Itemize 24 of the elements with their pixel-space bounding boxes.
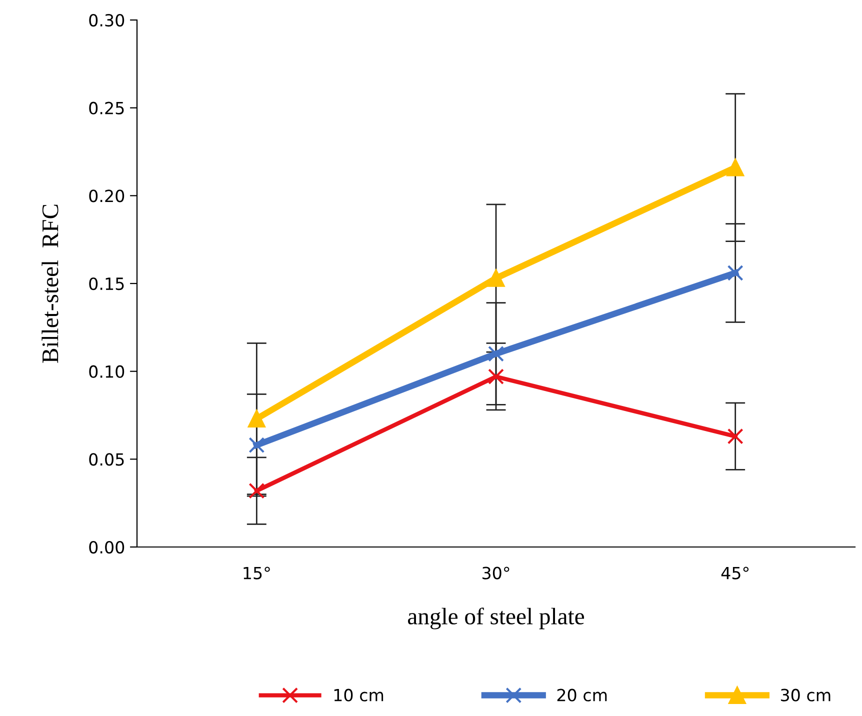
y-tick-label: 0.15 bbox=[89, 277, 124, 290]
point bbox=[727, 428, 744, 444]
point bbox=[488, 368, 504, 385]
legend-label: 30 cm bbox=[780, 688, 830, 702]
point bbox=[487, 270, 505, 287]
y-tick-label: 0.00 bbox=[89, 540, 124, 554]
point bbox=[248, 410, 266, 428]
point bbox=[726, 158, 744, 176]
y-tick-label: 0.05 bbox=[89, 453, 124, 466]
y-tick-label: 0.10 bbox=[89, 365, 124, 378]
x-tick-label: 45° bbox=[721, 566, 749, 580]
legend-label: 20 cm bbox=[557, 688, 607, 702]
x-tick-label: 30° bbox=[482, 566, 510, 580]
point bbox=[727, 264, 744, 281]
y-tick-label: 0.25 bbox=[89, 102, 124, 114]
point bbox=[248, 437, 265, 454]
legend-label: 10 cm bbox=[334, 688, 384, 702]
x-tick-label: 15° bbox=[244, 566, 270, 580]
y-tick-label: 0.20 bbox=[89, 190, 124, 202]
y-axis-title: Billet-steel RFC bbox=[42, 204, 58, 363]
point bbox=[488, 346, 504, 362]
point bbox=[248, 482, 265, 499]
x-axis-title: angle of steel plate bbox=[408, 608, 584, 630]
y-tick-label: 0.30 bbox=[89, 14, 124, 27]
